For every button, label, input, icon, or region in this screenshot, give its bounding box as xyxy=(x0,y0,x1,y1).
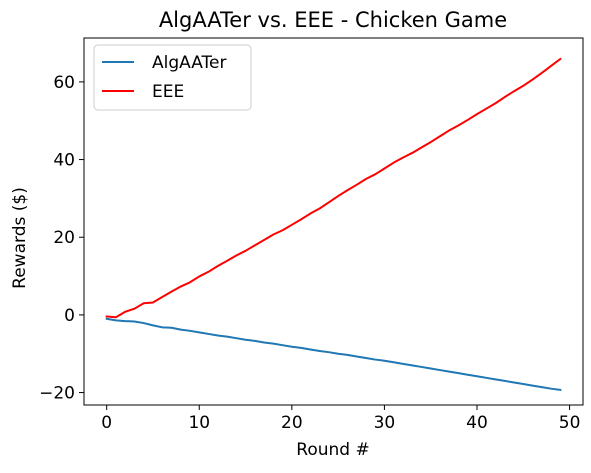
x-tick-label: 0 xyxy=(101,413,112,433)
chart-title: AlgAATer vs. EEE - Chicken Game xyxy=(159,8,507,32)
y-tick-label: 0 xyxy=(64,306,75,326)
legend: AlgAATer EEE xyxy=(93,44,252,111)
y-tick-label: 60 xyxy=(53,73,75,93)
plot-area: 0 10 20 30 40 50 −20 0 20 40 60 xyxy=(39,37,584,433)
axes-frame xyxy=(83,37,584,406)
x-tick-label: 40 xyxy=(466,413,488,433)
x-axis-label: Round # xyxy=(296,440,369,460)
y-tick-label: 20 xyxy=(53,228,75,248)
x-tick-label: 50 xyxy=(559,413,581,433)
x-tick-label: 20 xyxy=(281,413,303,433)
x-tick-label: 30 xyxy=(374,413,396,433)
y-tick-label: −20 xyxy=(39,384,75,404)
legend-label-0: AlgAATer xyxy=(152,53,227,73)
series-line-1 xyxy=(105,57,562,319)
legend-label-1: EEE xyxy=(152,82,184,102)
y-tick-label: 40 xyxy=(53,151,75,171)
series-line-0 xyxy=(105,317,562,391)
y-axis-label: Rewards ($) xyxy=(10,187,30,289)
x-tick-label: 10 xyxy=(188,413,210,433)
